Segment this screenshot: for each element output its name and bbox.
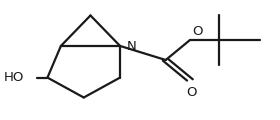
Text: HO: HO bbox=[4, 71, 25, 84]
Text: O: O bbox=[186, 86, 197, 99]
Text: O: O bbox=[193, 25, 203, 38]
Text: N: N bbox=[127, 40, 136, 53]
